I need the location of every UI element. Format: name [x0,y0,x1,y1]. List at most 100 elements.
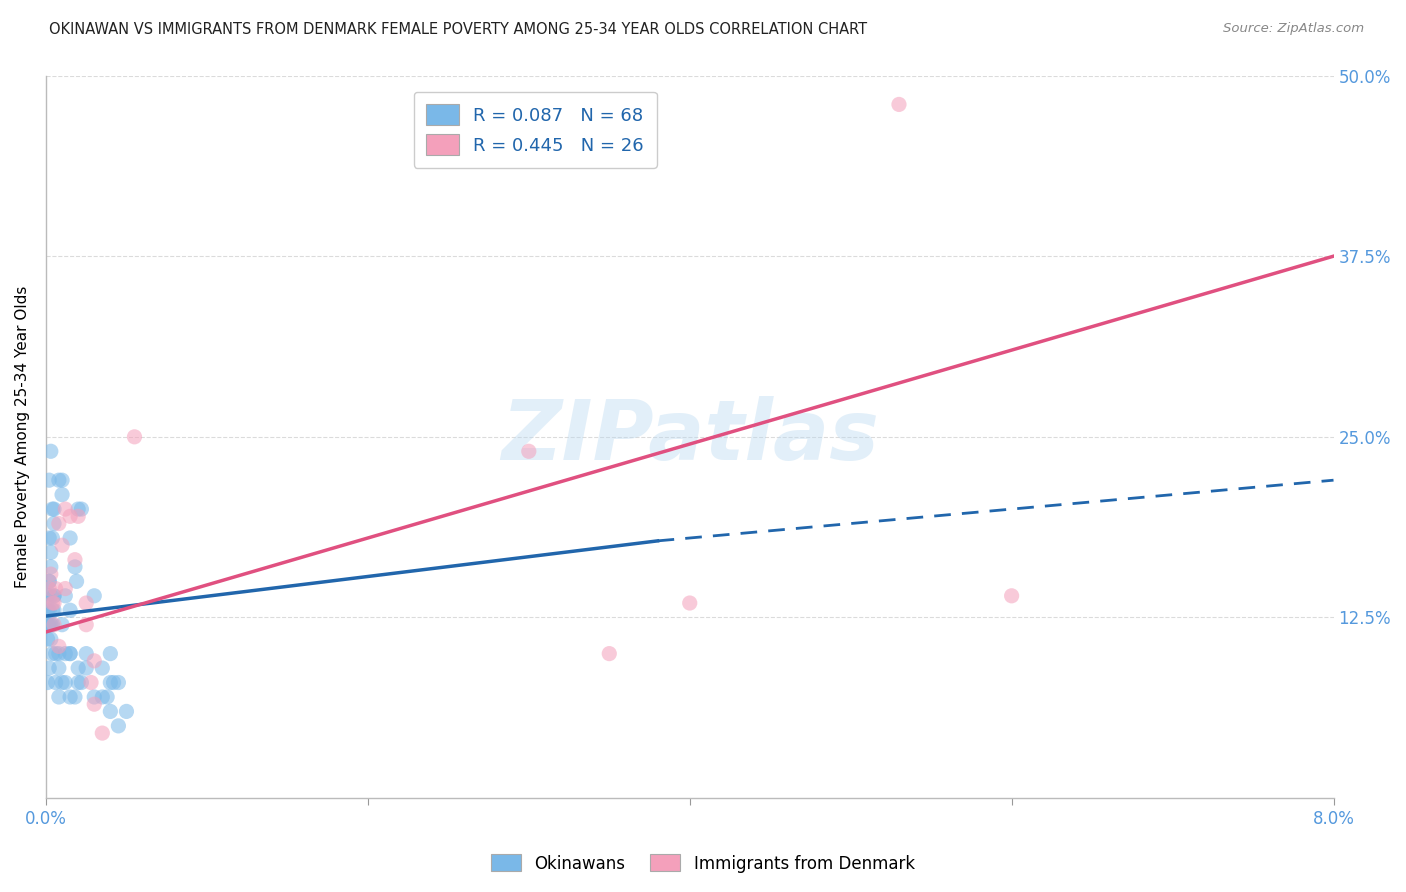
Point [39,632,62,647]
Point [41,596,63,610]
Point [39,444,62,458]
Point [42,516,65,531]
Point [59,690,82,704]
Point [48,640,70,654]
Point [91,661,114,675]
Point [67,661,90,675]
Point [83,654,105,668]
Point [37,589,59,603]
Point [517,444,540,458]
Point [59,531,82,545]
Point [91,726,114,740]
Point [124,430,146,444]
Point [59,647,82,661]
Point [38,617,60,632]
Point [48,661,70,675]
Point [70,675,93,690]
Point [37,603,59,617]
Point [67,675,90,690]
Text: ZIPatlas: ZIPatlas [501,396,879,477]
Point [53,675,76,690]
Point [42,589,65,603]
Legend: R = 0.087   N = 68, R = 0.445   N = 26: R = 0.087 N = 68, R = 0.445 N = 26 [413,92,657,168]
Point [75,661,97,675]
Point [38,582,60,596]
Point [42,603,65,617]
Point [59,603,82,617]
Point [91,690,114,704]
Point [679,596,702,610]
Point [48,690,70,704]
Point [63,560,86,574]
Point [41,531,63,545]
Point [59,509,82,524]
Point [48,516,70,531]
Point [41,603,63,617]
Point [39,545,62,559]
Point [96,690,118,704]
Point [1001,589,1024,603]
Point [39,617,62,632]
Point [75,596,97,610]
Point [83,697,105,711]
Point [83,690,105,704]
Point [38,531,60,545]
Point [41,502,63,516]
Point [53,582,76,596]
Point [42,596,65,610]
Point [98,675,121,690]
Point [38,473,60,487]
Point [48,473,70,487]
Point [59,647,82,661]
Point [42,502,65,516]
Point [80,675,103,690]
Point [67,509,90,524]
Point [65,574,87,589]
Point [41,647,63,661]
Point [70,502,93,516]
Point [51,473,73,487]
Point [38,661,60,675]
Point [48,647,70,661]
Point [41,617,63,632]
Point [75,647,97,661]
Point [115,705,138,719]
Point [51,617,73,632]
Point [45,675,67,690]
Text: Source: ZipAtlas.com: Source: ZipAtlas.com [1223,22,1364,36]
Point [51,538,73,552]
Point [103,675,125,690]
Y-axis label: Female Poverty Among 25-34 Year Olds: Female Poverty Among 25-34 Year Olds [15,285,30,588]
Point [39,567,62,582]
Point [63,552,86,566]
Point [51,675,73,690]
Point [53,647,76,661]
Point [38,574,60,589]
Text: OKINAWAN VS IMMIGRANTS FROM DENMARK FEMALE POVERTY AMONG 25-34 YEAR OLDS CORRELA: OKINAWAN VS IMMIGRANTS FROM DENMARK FEMA… [49,22,868,37]
Point [38,603,60,617]
Point [67,502,90,516]
Point [98,647,121,661]
Point [98,705,121,719]
Point [39,560,62,574]
Point [42,617,65,632]
Point [51,488,73,502]
Point [38,574,60,589]
Point [37,675,59,690]
Point [107,675,129,690]
Point [107,719,129,733]
Point [63,690,86,704]
Point [75,617,97,632]
Point [83,589,105,603]
Point [42,589,65,603]
Point [598,647,620,661]
Legend: Okinawans, Immigrants from Denmark: Okinawans, Immigrants from Denmark [485,847,921,880]
Point [45,582,67,596]
Point [39,589,62,603]
Point [53,589,76,603]
Point [37,632,59,647]
Point [53,502,76,516]
Point [45,647,67,661]
Point [887,97,910,112]
Point [37,617,59,632]
